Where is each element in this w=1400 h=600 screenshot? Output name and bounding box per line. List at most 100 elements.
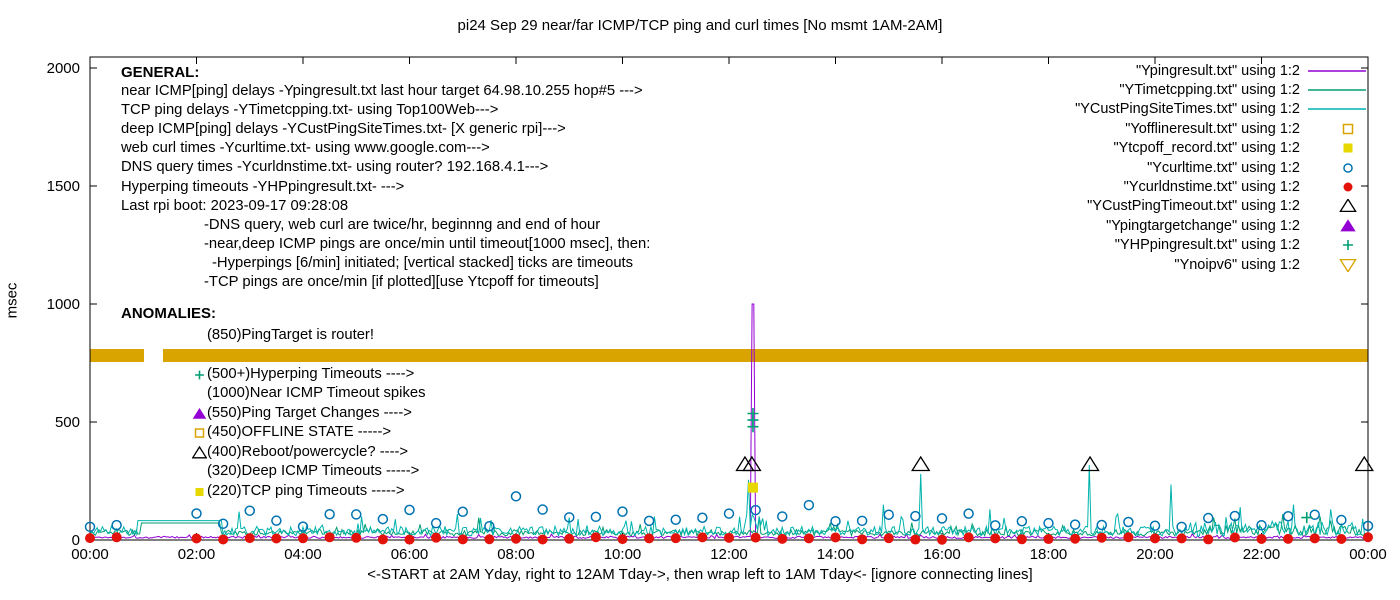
general-note-line: DNS query times -Ycurldnstime.txt- using…: [121, 159, 549, 176]
ycurldnstime-txt-marker: [1336, 533, 1347, 544]
ycurltime-txt-marker: [244, 505, 255, 516]
ycurldnstime-txt-marker: [457, 534, 468, 545]
ycurltime-txt-marker: [1176, 521, 1187, 533]
ycurldnstime-txt-marker: [324, 532, 335, 543]
ycurldnstime-txt-marker: [431, 532, 442, 543]
legend-item: "Ynoipv6" using 1:2: [1075, 255, 1368, 274]
legend-label: "Ynoipv6" using 1:2: [1174, 256, 1300, 273]
legend-label: "Ypingtargetchange" using 1:2: [1106, 217, 1300, 234]
ycurltime-txt-marker: [510, 491, 522, 502]
legend-label: "YTimetcpping.txt" using 1:2: [1119, 82, 1300, 99]
ycurldnstime-txt-marker: [857, 534, 868, 545]
y-tick-label: 500: [55, 414, 80, 431]
ycurltime-txt-marker: [643, 515, 655, 527]
ycurldnstime-txt-marker: [803, 533, 814, 544]
x-tick-label: 10:00: [604, 546, 642, 563]
ynoipv6-band-segment: [163, 349, 1368, 363]
ycurldnstime-txt-marker: [750, 532, 761, 543]
ycurldnstime-txt-marker: [511, 533, 521, 544]
ycurldnstime-txt-marker: [1283, 533, 1294, 544]
ycustpingtimeout-txt-marker: [1080, 455, 1100, 472]
ycurldnstime-txt-marker: [937, 534, 947, 545]
ycurldnstime-txt-marker: [590, 532, 601, 543]
anomaly-label: (220)TCP ping Timeouts ----->: [207, 482, 405, 499]
legend-item: "Ycurltime.txt" using 1:2: [1075, 158, 1368, 177]
anomaly-label: (400)Reboot/powercycle? ---->: [207, 443, 409, 460]
ycurltime-txt-marker: [191, 508, 202, 519]
ycurltime-txt-marker: [1203, 512, 1214, 524]
ycurldnstime-txt-marker: [404, 534, 415, 545]
y-tick-label: 1500: [47, 178, 80, 195]
anomaly-label: (500+)Hyperping Timeouts ---->: [207, 365, 415, 382]
ycurltime-txt-marker: [537, 504, 548, 515]
ycurldnstime-txt-marker: [644, 533, 655, 544]
ycurltime-txt-marker: [430, 517, 442, 529]
ycurltime-txt-marker: [1043, 517, 1054, 529]
legend-item: "Ypingresult.txt" using 1:2: [1075, 61, 1368, 80]
ycurltime-txt-marker: [111, 519, 122, 531]
legend-key-square-filled-icon: [1343, 143, 1353, 153]
yhppingresult-txt-marker: [747, 408, 759, 420]
x-tick-label: 02:00: [178, 546, 216, 563]
ycurltime-txt-marker: [457, 506, 468, 518]
triangle-filled-glyph: [192, 407, 207, 419]
ycurltime-txt-marker: [1229, 510, 1241, 522]
ycurldnstime-txt-marker: [697, 532, 708, 543]
ycurltime-txt-marker: [670, 514, 681, 525]
ycurltime-txt-marker: [324, 508, 335, 520]
legend-key-square-open-icon: [1342, 123, 1354, 135]
ycurldnstime-txt-marker: [191, 533, 202, 544]
x-axis-caption: <-START at 2AM Yday, right to 12AM Tday-…: [367, 566, 1033, 583]
ycurldnstime-txt-marker: [990, 533, 1001, 544]
ycurldnstime-txt-marker: [218, 534, 229, 545]
ycurldnstime-txt-marker: [724, 532, 734, 543]
ycurltime-txt-marker: [590, 511, 602, 523]
ycustpingtimeout-txt-marker: [742, 455, 762, 472]
anomaly-plus-icon: [192, 367, 207, 382]
y-tick-label: 2000: [47, 60, 80, 77]
ycurldnstime-txt-marker: [883, 533, 894, 544]
ycurltime-txt-marker: [351, 509, 362, 520]
ycurldnstime-txt-marker: [1016, 534, 1027, 545]
legend-item: "YHPpingresult.txt" using 1:2: [1075, 236, 1368, 255]
x-tick-label: 00:00: [71, 546, 109, 563]
legend-key-triangle-open-icon: [1339, 199, 1357, 213]
x-tick-label: 04:00: [284, 546, 322, 563]
ycurldnstime-txt-marker: [537, 534, 548, 545]
anomaly-line: (400)Reboot/powercycle? ---->: [192, 443, 425, 463]
legend-key-circle-open-icon: [1343, 162, 1353, 173]
square-open-glyph: [194, 428, 205, 438]
ycurldnstime-txt-marker: [1150, 533, 1160, 544]
ycurldnstime-txt-marker: [777, 533, 788, 544]
ycurldnstime-txt-marker: [1203, 534, 1214, 545]
ycurldnstime-txt-marker: [1309, 533, 1320, 544]
y-tick-label: 1000: [47, 296, 80, 313]
legend-circle-filled-icon: [1343, 182, 1353, 192]
anomaly-label: (1000)Near ICMP Timeout spikes: [207, 385, 426, 401]
general-note-line: TCP ping delays -YTimetcpping.txt- using…: [121, 102, 499, 119]
ycurldnstime-txt-marker: [271, 533, 282, 544]
ycurltime-txt-marker: [990, 520, 1001, 531]
anomaly-label: (320)Deep ICMP Timeouts ----->: [207, 463, 420, 479]
legend-square-open-icon: [1342, 123, 1354, 135]
ycurldnstime-txt-marker: [910, 534, 921, 545]
ycurltime-txt-marker: [564, 512, 575, 523]
general-note-line: -DNS query, web curl are twice/hr, begin…: [204, 216, 601, 233]
ycurldnstime-txt-marker: [1096, 532, 1107, 543]
legend-item: "YCustPingTimeout.txt" using 1:2: [1075, 197, 1368, 216]
general-note-line: deep ICMP[ping] delays -YCustPingSiteTim…: [121, 121, 566, 138]
series-ypingresult-txt: [89, 303, 1369, 540]
general-note-line: -TCP pings are once/min [if plotted][use…: [204, 274, 599, 291]
ynoipv6-band-segment: [90, 349, 145, 363]
ycurltime-txt-marker: [750, 504, 761, 516]
anomaly-square-open-icon: [192, 425, 207, 440]
legend-label: "YCustPingSiteTimes.txt" using 1:2: [1075, 101, 1300, 118]
anomaly-label: (450)OFFLINE STATE ----->: [207, 424, 392, 440]
ycurldnstime-txt-marker: [351, 532, 362, 543]
ycurldnstime-txt-marker: [298, 533, 308, 544]
ycurldnstime-txt-marker: [1070, 533, 1081, 544]
yhppingresult-txt-marker: [1301, 512, 1313, 524]
ycurltime-txt-marker: [856, 515, 868, 527]
chart-title: pi24 Sep 29 near/far ICMP/TCP ping and c…: [457, 17, 943, 34]
